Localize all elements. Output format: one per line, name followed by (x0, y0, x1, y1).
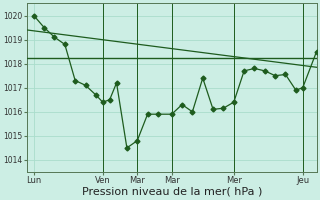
X-axis label: Pression niveau de la mer( hPa ): Pression niveau de la mer( hPa ) (82, 187, 262, 197)
